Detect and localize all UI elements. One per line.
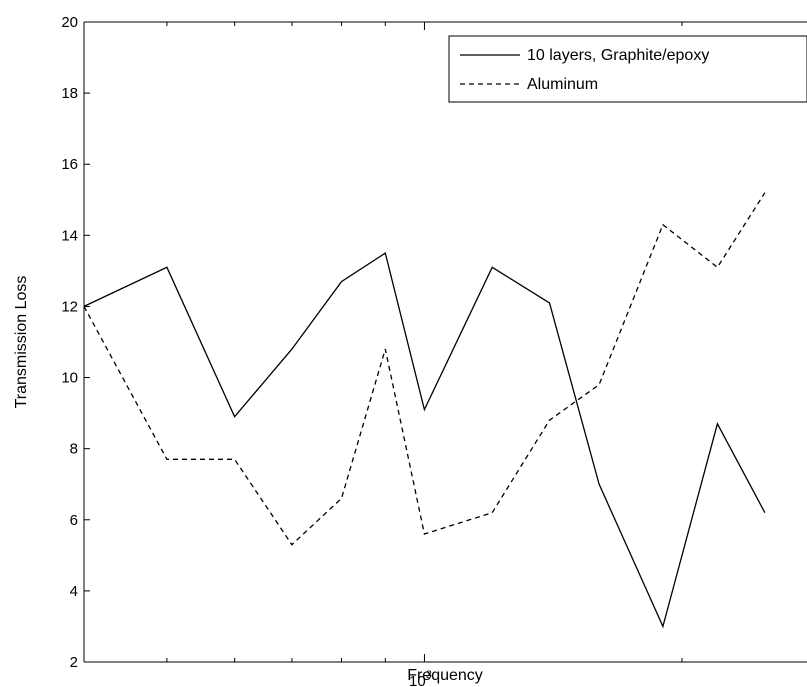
y-tick-label: 2 <box>70 654 78 671</box>
y-tick-label: 14 <box>61 227 78 244</box>
y-tick-label: 4 <box>70 583 78 600</box>
series-line-graphite-epoxy <box>84 252 766 629</box>
y-tick-label: 18 <box>61 85 78 102</box>
y-axis-label: Transmission Loss <box>13 276 30 409</box>
y-tick-label: 8 <box>70 441 78 458</box>
legend-label-graphite: 10 layers, Graphite/epoxy <box>527 47 709 64</box>
legend-box <box>448 35 807 103</box>
series-layer <box>84 192 766 629</box>
series-line-aluminum <box>84 192 766 546</box>
legend: 10 layers, Graphite/epoxy Aluminum <box>448 35 807 103</box>
y-tick-label: 20 <box>61 14 78 31</box>
axes-layer <box>83 21 807 663</box>
x-tick-exponent: 3 <box>426 669 432 681</box>
y-tick-label: 12 <box>61 298 78 315</box>
y-tick-label: 6 <box>70 512 78 529</box>
y-tick-label: 10 <box>61 370 78 387</box>
y-tick-label: 16 <box>61 156 78 173</box>
legend-label-aluminum: Aluminum <box>527 76 598 93</box>
x-axis-label: Frequency <box>407 667 483 684</box>
